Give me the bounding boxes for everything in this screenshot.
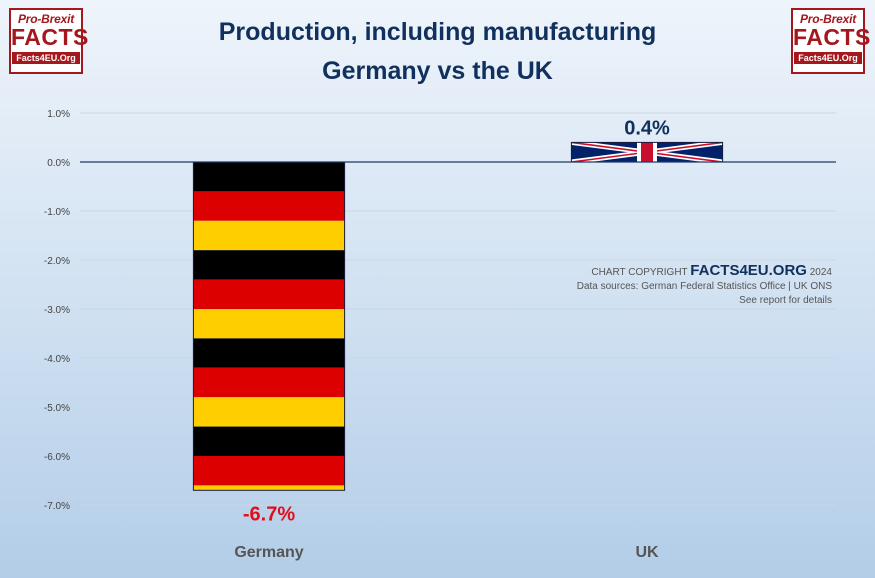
y-tick-label: -7.0% [44,501,70,512]
x-axis-labels: Germany UK [234,544,659,561]
chart-subtitle: Germany vs the UK [322,57,553,85]
logo-tagline: Pro-Brexit [799,12,856,26]
flag-stripe [193,426,345,456]
y-tick-label: -4.0% [44,354,70,365]
data-label: -6.7% [243,503,295,525]
copyright-prefix: CHART COPYRIGHT [591,267,688,278]
y-tick-label: 0.0% [47,158,70,169]
bar-uk [570,141,724,163]
report-note: See report for details [739,295,832,306]
logo-url: Facts4EU.Org [794,52,862,64]
facts4eu-logo-right: Pro-Brexit FACTS Facts4EU.Org [791,8,871,74]
flag-stripe [193,250,345,280]
y-tick-label: -2.0% [44,256,70,267]
facts4eu-logo-left: Pro-Brexit FACTS Facts4EU.Org [9,8,89,74]
logo-main: FACTS [11,24,89,50]
logo-main: FACTS [793,24,871,50]
uk-flag [571,142,723,162]
bars [192,141,724,491]
bar-germany [192,161,346,491]
flag-stripe [193,220,345,251]
flag-stripe [193,456,345,486]
copyright-brand: FACTS4EU.ORG [690,262,807,279]
flag-stripe [193,338,345,368]
data-sources: Data sources: German Federal Statistics … [576,281,832,292]
y-tick-label: -6.0% [44,452,70,463]
y-tick-label: -1.0% [44,207,70,218]
flag-stripe [193,367,345,398]
flag-stripe [193,191,345,221]
data-label: 0.4% [624,117,670,139]
flag-stripe [193,162,345,192]
logo-url: Facts4EU.Org [12,52,80,64]
logo-tagline: Pro-Brexit [17,12,74,26]
copyright-block: CHART COPYRIGHT FACTS4EU.ORG 2024 Data s… [576,262,832,308]
flag-stripe [193,485,345,491]
x-category-label: Germany [234,544,303,561]
flag-stripe [193,309,345,339]
chart-title: Production, including manufacturing [218,18,657,46]
flag-stripe [193,279,345,309]
copyright-year: 2024 [809,267,832,278]
data-labels: -6.7% 0.4% [243,117,670,525]
flag-stripe [193,397,345,427]
flag-cross-red [641,142,653,162]
y-tick-label: -3.0% [44,305,70,316]
x-category-label: UK [635,544,659,561]
y-tick-label: -5.0% [44,403,70,414]
y-axis-ticks: 1.0% 0.0% -1.0% -2.0% -3.0% -4.0% -5.0% -6.0% -7… [44,109,70,512]
y-tick-label: 1.0% [47,109,70,120]
